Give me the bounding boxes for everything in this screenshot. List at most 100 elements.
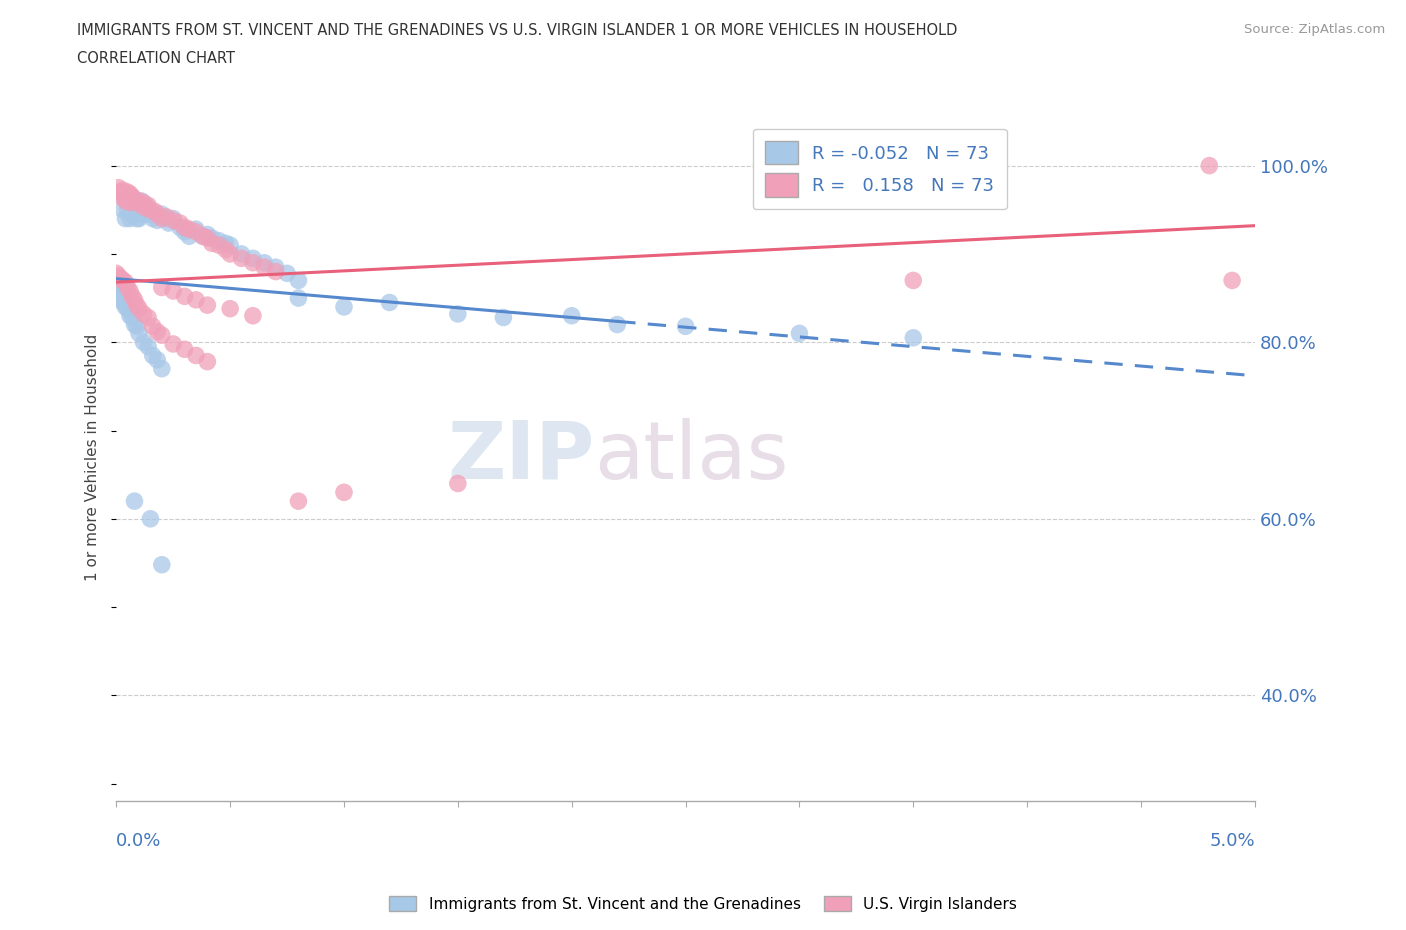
- Point: [128, 203, 150, 218]
- Point: [125, 195, 148, 210]
- Legend: R = -0.052   N = 73, R =   0.158   N = 73: R = -0.052 N = 73, R = 0.158 N = 73: [752, 128, 1007, 209]
- Point: [333, 299, 356, 314]
- Point: [118, 284, 141, 299]
- Point: [150, 327, 173, 342]
- Point: [128, 301, 150, 316]
- Point: [287, 273, 309, 288]
- Point: [143, 204, 166, 219]
- Point: [179, 221, 201, 236]
- Point: [142, 319, 165, 334]
- Point: [447, 476, 470, 491]
- Point: [195, 227, 218, 242]
- Point: [136, 310, 159, 325]
- Point: [128, 193, 150, 208]
- Point: [139, 203, 162, 218]
- Point: [606, 317, 628, 332]
- Point: [118, 304, 141, 319]
- Point: [142, 211, 165, 226]
- Point: [162, 213, 184, 228]
- Point: [242, 308, 264, 323]
- Text: atlas: atlas: [595, 418, 789, 496]
- Point: [162, 211, 184, 226]
- Point: [146, 352, 169, 367]
- Point: [107, 180, 129, 195]
- Point: [150, 206, 173, 221]
- Point: [264, 259, 287, 274]
- Point: [110, 185, 132, 200]
- Point: [287, 494, 309, 509]
- Point: [117, 193, 139, 208]
- Y-axis label: 1 or more Vehicles in Household: 1 or more Vehicles in Household: [86, 333, 100, 580]
- Point: [117, 280, 139, 295]
- Point: [132, 195, 155, 210]
- Point: [128, 326, 150, 340]
- Point: [112, 183, 135, 198]
- Point: [162, 337, 184, 352]
- Point: [114, 211, 136, 226]
- Point: [114, 189, 136, 204]
- Point: [231, 246, 253, 261]
- Point: [117, 301, 139, 316]
- Point: [276, 266, 298, 281]
- Text: IMMIGRANTS FROM ST. VINCENT AND THE GRENADINES VS U.S. VIRGIN ISLANDER 1 OR MORE: IMMIGRANTS FROM ST. VINCENT AND THE GREN…: [77, 23, 957, 38]
- Point: [150, 211, 173, 226]
- Point: [121, 193, 143, 208]
- Point: [132, 307, 155, 322]
- Point: [903, 330, 925, 345]
- Point: [191, 229, 214, 244]
- Point: [132, 335, 155, 350]
- Point: [125, 298, 148, 312]
- Point: [214, 242, 236, 257]
- Point: [146, 213, 169, 228]
- Point: [208, 238, 231, 253]
- Point: [125, 211, 148, 226]
- Point: [173, 342, 195, 357]
- Point: [110, 185, 132, 200]
- Point: [333, 485, 356, 499]
- Point: [253, 256, 276, 271]
- Point: [142, 348, 165, 363]
- Point: [675, 319, 697, 334]
- Point: [155, 209, 177, 224]
- Point: [121, 193, 143, 208]
- Point: [110, 272, 132, 286]
- Point: [184, 292, 207, 307]
- Point: [253, 259, 276, 274]
- Point: [157, 216, 180, 231]
- Point: [107, 286, 129, 301]
- Point: [173, 224, 195, 239]
- Point: [146, 206, 169, 221]
- Point: [112, 292, 135, 307]
- Point: [107, 280, 129, 295]
- Point: [112, 203, 135, 218]
- Point: [219, 246, 242, 261]
- Point: [561, 308, 583, 323]
- Point: [287, 291, 309, 306]
- Point: [121, 310, 143, 325]
- Point: [114, 193, 136, 208]
- Point: [124, 192, 146, 206]
- Point: [173, 289, 195, 304]
- Point: [128, 211, 150, 226]
- Point: [201, 231, 224, 246]
- Point: [112, 186, 135, 201]
- Point: [179, 229, 201, 244]
- Point: [110, 284, 132, 299]
- Point: [789, 326, 811, 340]
- Text: 5.0%: 5.0%: [1209, 832, 1256, 850]
- Point: [195, 354, 218, 369]
- Point: [231, 251, 253, 266]
- Point: [169, 220, 191, 235]
- Point: [118, 211, 141, 226]
- Point: [173, 220, 195, 235]
- Point: [114, 299, 136, 314]
- Point: [132, 206, 155, 221]
- Point: [242, 256, 264, 271]
- Point: [201, 236, 224, 251]
- Point: [184, 221, 207, 236]
- Point: [117, 185, 139, 200]
- Point: [219, 301, 242, 316]
- Point: [264, 264, 287, 279]
- Point: [105, 282, 128, 297]
- Text: Source: ZipAtlas.com: Source: ZipAtlas.com: [1244, 23, 1385, 36]
